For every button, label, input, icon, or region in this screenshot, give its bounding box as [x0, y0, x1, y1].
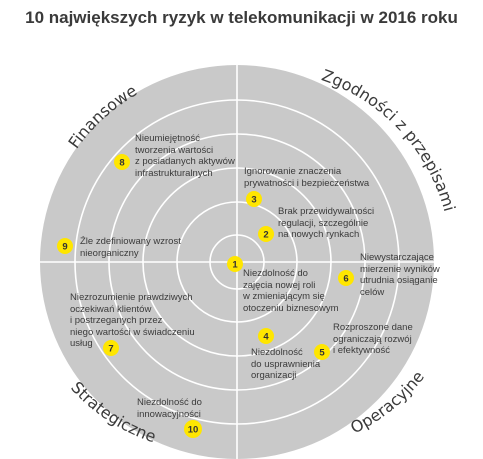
risk-label-8: Nieumiejętność tworzenia wartości z posiad…	[135, 133, 235, 179]
svg-text:7: 7	[108, 344, 113, 355]
risk-label-2: Brak przewidywalności regulacji, szczegól…	[278, 206, 375, 240]
risk-marker-2: 2	[258, 226, 274, 242]
svg-text:6: 6	[343, 274, 348, 285]
svg-text:1: 1	[232, 260, 238, 271]
svg-text:9: 9	[62, 242, 67, 253]
risk-marker-6: 6	[338, 270, 354, 286]
svg-text:8: 8	[119, 158, 124, 169]
svg-text:10: 10	[188, 425, 199, 436]
risk-marker-3: 3	[246, 191, 262, 207]
risk-label-10: Niezdolność do innowacyjności	[137, 397, 202, 420]
svg-text:4: 4	[263, 332, 269, 343]
risk-label-7: Niezrozumienie prawdziwych oczekiwań klie…	[70, 292, 195, 349]
risk-label-6: Niewystarczające mierzenie wyników utrudni…	[360, 252, 440, 298]
risk-label-9: Źle zdefiniowany wzrost nieorganiczny	[80, 236, 181, 259]
svg-text:2: 2	[263, 230, 268, 241]
risk-label-5: Rozproszone dane ograniczają rozwój i efek…	[333, 322, 413, 356]
risk-marker-8: 8	[114, 154, 130, 170]
diagram-title: 10 największych ryzyk w telekomunikacji …	[25, 8, 458, 27]
risk-marker-5: 5	[314, 344, 330, 360]
risk-marker-9: 9	[57, 238, 73, 254]
risk-label-3: Ignorowanie znaczenia prywatności i bezpi…	[244, 166, 370, 189]
svg-text:5: 5	[319, 348, 325, 359]
risk-marker-1: 1	[227, 256, 243, 272]
risk-marker-4: 4	[258, 328, 274, 344]
risk-marker-10: 10	[184, 420, 202, 438]
risk-label-4: Niezdolność do usprawnienia organizacji	[251, 347, 321, 381]
risk-label-1: Niezdolność do zajęcia nowej roli w zmieni…	[243, 268, 339, 314]
risk-marker-7: 7	[103, 340, 119, 356]
svg-text:3: 3	[251, 195, 256, 206]
